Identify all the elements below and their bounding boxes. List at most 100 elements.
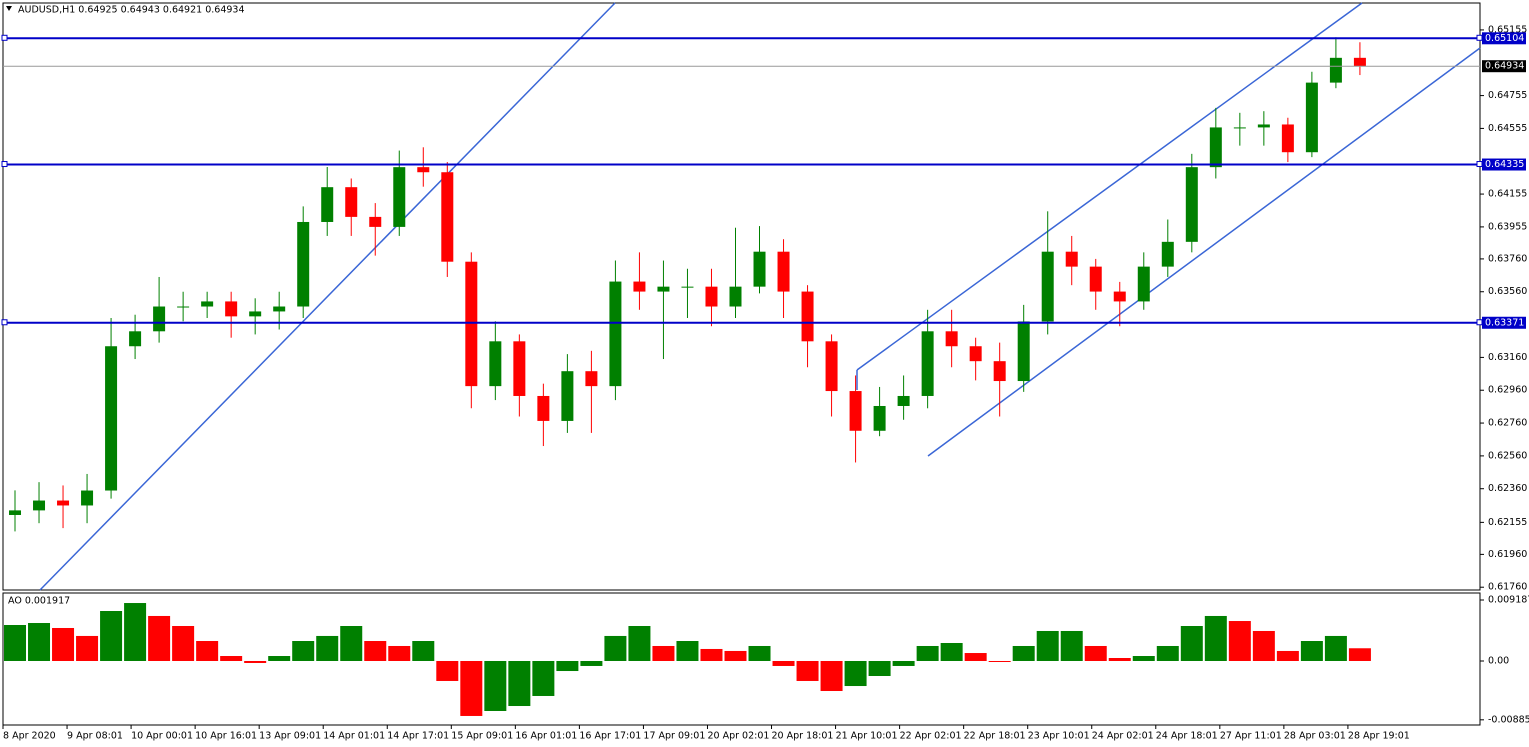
y-tick-label: 0.63760	[1488, 253, 1527, 264]
candle-body	[681, 286, 694, 288]
candle-body	[969, 346, 982, 362]
y-tick-label: 0.61760	[1488, 582, 1527, 593]
ao-bar	[1108, 658, 1131, 661]
candle-body	[777, 251, 790, 292]
ao-bar	[676, 641, 699, 661]
candle-body	[129, 331, 142, 347]
candle-body	[1041, 251, 1054, 322]
x-tick-label: 15 Apr 09:01	[451, 731, 513, 742]
candle-body	[153, 306, 166, 332]
candle-body	[801, 291, 814, 342]
x-tick-label: 13 Apr 09:01	[259, 731, 321, 742]
y-tick-label: 0.63160	[1488, 352, 1527, 363]
candle-body	[489, 341, 502, 387]
ao-title: AO 0.001917	[8, 596, 70, 607]
ao-bar	[28, 623, 51, 661]
price-panel	[2, 2, 1481, 591]
ao-bar	[1324, 635, 1347, 661]
ao-bar	[316, 635, 339, 661]
ao-bar	[1300, 641, 1323, 661]
candle-body	[1185, 167, 1198, 242]
ao-bar	[76, 635, 99, 661]
candle-body	[177, 306, 190, 308]
x-tick-label: 28 Apr 03:01	[1284, 731, 1346, 742]
ao-bar	[556, 660, 579, 672]
level-label: 0.65104	[1485, 33, 1524, 44]
ao-bar	[1348, 648, 1371, 661]
ao-bar	[892, 660, 915, 666]
x-tick-label: 28 Apr 19:01	[1348, 731, 1410, 742]
candle-body	[945, 331, 958, 347]
level-handle	[1476, 161, 1483, 168]
x-tick-label: 14 Apr 17:01	[387, 731, 449, 742]
candle-body	[393, 167, 406, 227]
ao-bar	[1180, 626, 1203, 661]
ao-bar	[172, 626, 195, 661]
ao-bar	[628, 626, 651, 661]
x-tick-label: 22 Apr 02:01	[900, 731, 962, 742]
ao-bar	[1204, 615, 1227, 661]
ao-bar	[244, 660, 267, 663]
candle-body	[201, 301, 214, 307]
level-box	[1482, 316, 1526, 329]
ao-bar	[1036, 630, 1059, 661]
ao-bar	[700, 648, 723, 661]
candle-body	[297, 221, 310, 307]
x-tick-label: 21 Apr 10:01	[836, 731, 898, 742]
candle-body	[753, 251, 766, 287]
candle-body	[1281, 124, 1294, 153]
ao-panel	[2, 592, 1481, 726]
ao-bar	[1012, 645, 1035, 661]
x-tick-label: 20 Apr 18:01	[772, 731, 834, 742]
ao-bar	[940, 642, 963, 661]
candle-body	[1305, 82, 1318, 153]
y-tick-label: 0.64155	[1488, 189, 1527, 200]
candle-body	[561, 371, 574, 421]
menu-arrow[interactable]	[6, 6, 12, 11]
ao-bar	[868, 660, 891, 676]
ao-bar	[412, 641, 435, 661]
level-box	[1482, 32, 1526, 45]
y-tick-label: 0.63955	[1488, 221, 1527, 232]
candle-body	[1233, 127, 1246, 129]
candle-body	[441, 172, 454, 262]
ao-bar	[1156, 645, 1179, 661]
candle-body	[321, 187, 334, 222]
y-tick-label: 0.65155	[1488, 24, 1527, 35]
ao-bar	[436, 660, 459, 681]
level-handle	[1, 161, 8, 168]
x-tick-label: 20 Apr 02:01	[707, 731, 769, 742]
y-tick-label: 0.61960	[1488, 549, 1527, 560]
candle-body	[1137, 266, 1150, 302]
candle-body	[1113, 291, 1126, 302]
candle-body	[81, 490, 94, 506]
candle-body	[465, 261, 478, 387]
candle-body	[369, 216, 382, 227]
trend-line	[39, 2, 616, 591]
ao-bar	[100, 610, 123, 661]
ao-bar	[604, 635, 627, 661]
ao-bar	[268, 656, 291, 661]
ao-bar	[964, 653, 987, 661]
ao-bar	[580, 660, 603, 666]
ao-bar	[196, 641, 219, 661]
candle-body	[873, 405, 886, 431]
ao-bar	[340, 626, 363, 661]
y-tick-label: 0.62360	[1488, 483, 1527, 494]
candle-body	[537, 395, 550, 421]
candle-body	[417, 167, 430, 173]
ao-bar	[52, 627, 75, 661]
y-tick-label: 0.62155	[1488, 517, 1527, 528]
y-tick-label: 0.63560	[1488, 286, 1527, 297]
ao-bar	[508, 660, 531, 707]
x-tick-label: 9 Apr 08:01	[67, 731, 123, 742]
level-handle	[1, 34, 8, 41]
ao-bar	[364, 641, 387, 661]
x-tick-label: 24 Apr 02:01	[1092, 731, 1154, 742]
level-handle	[1476, 319, 1483, 326]
ao-bar	[220, 656, 243, 661]
candle-body	[513, 341, 526, 396]
ao-bar	[772, 660, 795, 666]
candle-body	[273, 306, 286, 312]
